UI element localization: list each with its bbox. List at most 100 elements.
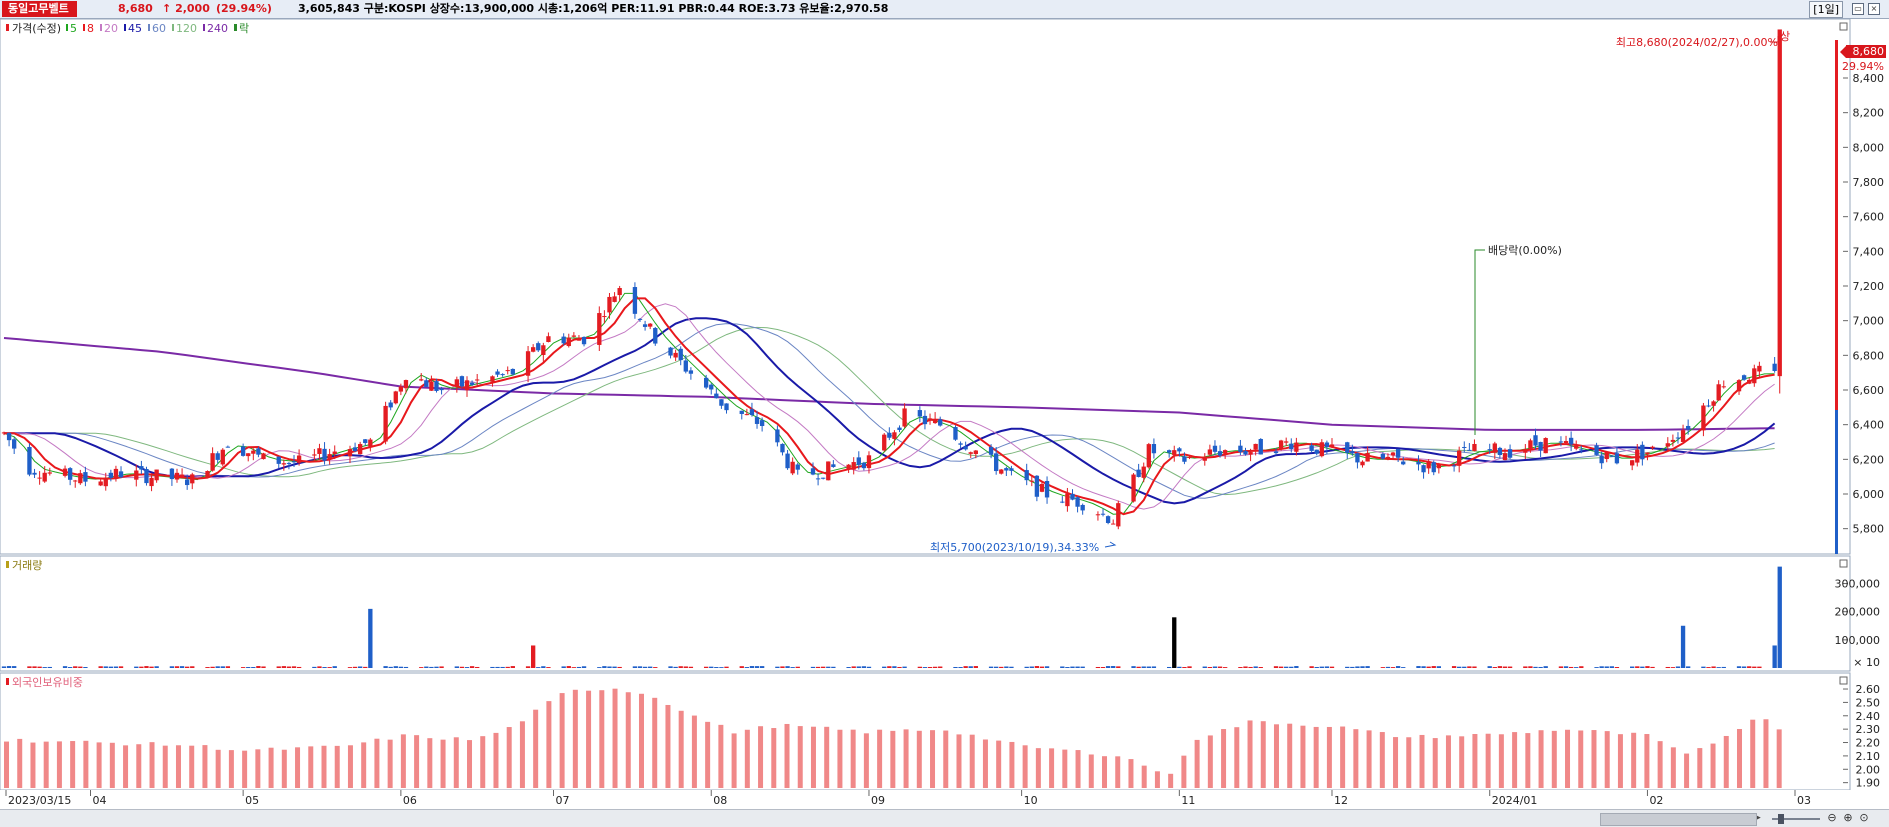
foreign-ratio-bar [334, 745, 340, 788]
current-price: 8,680 [118, 2, 153, 15]
volume-bar [968, 666, 973, 668]
upper-limit-marker: 상 [1780, 30, 1790, 43]
volume-bar [429, 666, 434, 668]
volume-bar [1309, 666, 1314, 668]
candle-body [1289, 443, 1294, 450]
price-panel-minimize-icon[interactable] [1839, 22, 1848, 31]
ma-legend-label: 5 [70, 22, 77, 35]
foreign-ratio-bar [1498, 734, 1504, 788]
candle-body [62, 468, 68, 476]
zoom-slider-knob[interactable] [1778, 814, 1784, 824]
candle-body [968, 452, 973, 454]
candle-body [1070, 493, 1075, 500]
price-tick-label: 5,800 [1853, 523, 1885, 536]
x-tick-label: 10 [1024, 794, 1038, 807]
volume-bar [1650, 666, 1655, 668]
volume-bar [1222, 667, 1228, 668]
candle-body [1167, 450, 1172, 453]
candle-body [383, 405, 388, 442]
volume-panel-minimize-icon[interactable] [1839, 559, 1848, 568]
foreign-tick-label: 2.20 [1856, 737, 1881, 750]
foreign-ratio-bar [414, 735, 420, 788]
volume-bar [312, 666, 317, 668]
foreign-ratio-bar [850, 729, 856, 788]
volume-bar [1401, 667, 1406, 668]
candle-body [6, 432, 12, 441]
scrollbar-thumb[interactable] [1600, 813, 1757, 826]
price-panel-frame [0, 19, 1851, 555]
candle-body [602, 316, 607, 318]
candle-body [866, 455, 872, 469]
foreign-ratio-bar [1644, 734, 1650, 788]
foreign-panel-minimize-icon[interactable] [1839, 676, 1848, 685]
ma-legend-label: 120 [176, 22, 197, 35]
volume-bar [1258, 667, 1263, 668]
foreign-ratio-bar [1221, 729, 1227, 788]
close-icon[interactable]: × [1868, 3, 1880, 15]
candle-body [546, 336, 551, 342]
foreign-ratio-bar [480, 736, 486, 788]
volume-bar [1716, 667, 1721, 668]
candle-body [358, 444, 363, 455]
candle-body [897, 427, 902, 430]
volume-bar [296, 666, 302, 668]
candle-body [790, 461, 795, 474]
foreign-ratio-bar [70, 741, 76, 788]
volume-bar [1238, 667, 1243, 668]
candle-body [1604, 452, 1609, 460]
candle-body [561, 336, 566, 344]
foreign-ratio-bar [810, 726, 816, 788]
candle-body [464, 380, 470, 391]
candle-body [424, 380, 429, 387]
foreign-legend-swatch [6, 678, 9, 685]
foreign-ratio-bar [1485, 733, 1491, 788]
high-annotation-arrow [1770, 36, 1779, 43]
stock-name[interactable]: 동일고무벨트 [2, 1, 77, 17]
volume-bar [495, 666, 500, 668]
zoom-reset-icon[interactable]: ⊙ [1859, 811, 1869, 824]
period-selector[interactable]: [1일] [1809, 1, 1843, 18]
foreign-ratio-bar [242, 750, 248, 788]
zoom-slider[interactable] [1772, 818, 1820, 820]
x-tick-label: 04 [92, 794, 106, 807]
zoom-out-icon[interactable]: ⊖ [1827, 811, 1837, 824]
price-y-axis: 5,800 6,000 6,200 6,400 6,600 6,800 7,000 7,200… [1843, 72, 1884, 536]
candle-body [149, 477, 154, 487]
candle-body [1009, 468, 1014, 471]
foreign-ratio-bar [586, 690, 592, 788]
horizontal-scrollbar[interactable]: ▸ ⊖ ⊕ ⊙ [0, 809, 1889, 827]
zoom-in-icon[interactable]: ⊕ [1843, 811, 1853, 824]
x-tick-label: 2024/01 [1492, 794, 1538, 807]
candle-body [1151, 444, 1157, 454]
x-tick-label: 02 [1649, 794, 1663, 807]
candle-body [1467, 449, 1472, 451]
volume-bar [775, 666, 780, 668]
high-annotation: 최고8,680(2024/02/27),0.00% 상 [1616, 30, 1790, 49]
candle-body [144, 468, 149, 484]
volume-bar [393, 666, 398, 668]
candle-body [368, 439, 373, 447]
volume-bar [281, 666, 287, 668]
volume-bar [327, 667, 332, 668]
candle-body [281, 463, 287, 465]
volume-bar [1670, 667, 1676, 668]
candle-body [1451, 465, 1457, 467]
volume-panel-title: 거래량 [12, 559, 42, 572]
foreign-ratio-bar [1684, 753, 1690, 788]
volume-bar [856, 666, 861, 668]
scroll-right-icon[interactable]: ▸ [1756, 813, 1761, 823]
stock-chart[interactable]: 가격(수정) 5 8 20 45 60 120 240 락 5,800 6,000 6,200 6,… [0, 19, 1889, 809]
foreign-ratio-bar [718, 724, 724, 788]
candle-body [1645, 452, 1650, 455]
candle-body [1212, 445, 1218, 452]
candle-body [108, 472, 114, 478]
candle-body [205, 471, 210, 478]
volume-bar [648, 666, 653, 668]
foreign-ratio-bar [1049, 748, 1055, 788]
candle-body [1685, 425, 1691, 430]
restore-icon[interactable]: ▭ [1852, 3, 1864, 15]
foreign-ratio-bar [1154, 771, 1160, 788]
volume-bar [1080, 666, 1085, 668]
last-price-pointer [1840, 46, 1846, 58]
volume-bar [1472, 666, 1477, 668]
